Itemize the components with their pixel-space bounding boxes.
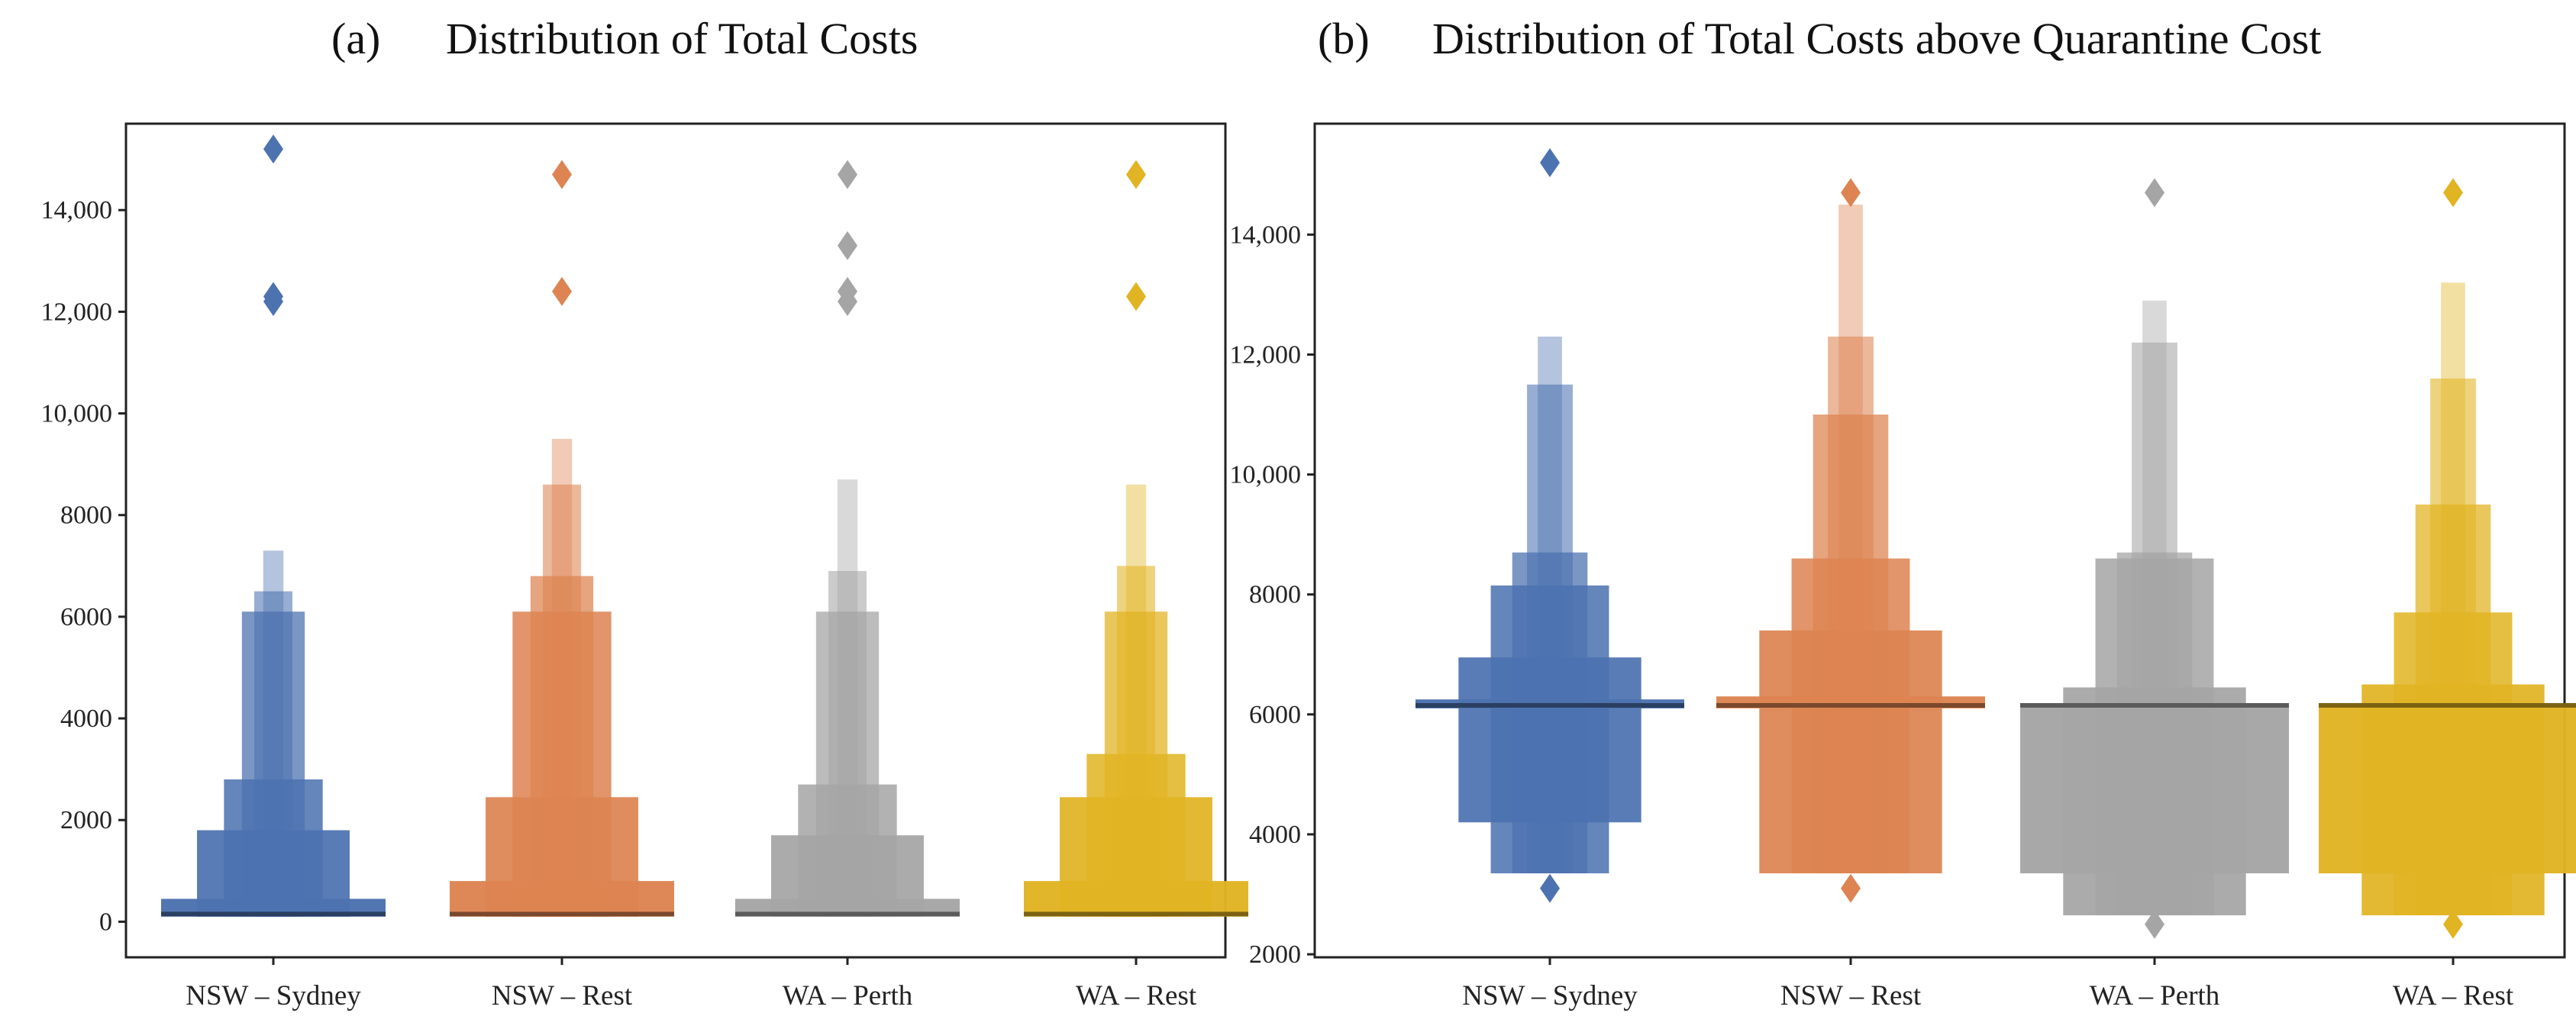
outlier-point <box>838 231 857 260</box>
x-tick-label: WA – Perth <box>783 980 913 1011</box>
panel-b-label: (b) <box>1318 14 1370 63</box>
outlier-point <box>1540 148 1560 178</box>
boxen-box <box>1024 881 1248 917</box>
panel-a-plot-frame <box>124 122 1227 959</box>
outlier-point <box>1540 873 1560 903</box>
panel-a-title: Distribution of Total Costs <box>446 14 918 63</box>
outlier-point <box>838 160 857 189</box>
y-tick-label: 8000 <box>60 502 112 530</box>
y-tick-label: 14,000 <box>41 196 113 224</box>
y-tick-label: 14,000 <box>1230 221 1302 249</box>
panel-b-marks <box>1416 148 2576 939</box>
x-tick-label: WA – Rest <box>1076 980 1197 1011</box>
outlier-point <box>2145 909 2164 939</box>
panel-a: (a) Distribution of Total Costs 0 2000 400… <box>41 14 1248 1011</box>
outlier-point <box>1841 873 1861 903</box>
y-tick-label: 2000 <box>60 806 112 834</box>
panel-a-marks <box>161 134 1248 917</box>
panel-b-y-axis: 2000 4000 6000 8000 10,000 12,000 14,000 <box>1230 221 1315 969</box>
boxen-box <box>1458 657 1641 823</box>
outlier-point <box>552 160 572 189</box>
outlier-point <box>263 134 283 164</box>
y-tick-label: 4000 <box>60 705 112 733</box>
series-1 <box>161 134 386 917</box>
y-tick-label: 8000 <box>1249 581 1301 609</box>
outlier-point <box>2145 178 2164 208</box>
boxen-box <box>450 881 674 917</box>
outlier-point <box>263 282 283 311</box>
x-tick-label: NSW – Rest <box>492 980 633 1011</box>
y-tick-label: 4000 <box>1249 821 1301 849</box>
x-tick-label: NSW – Rest <box>1780 980 1922 1011</box>
series-3 <box>2020 178 2289 939</box>
x-tick-label: WA – Perth <box>2090 980 2220 1011</box>
outlier-point <box>1841 178 1861 208</box>
panel-a-label: (a) <box>331 14 380 63</box>
x-tick-label: WA – Rest <box>2393 980 2514 1011</box>
boxen-box <box>2020 705 2289 874</box>
outlier-point <box>552 276 572 306</box>
y-tick-label: 12,000 <box>41 298 113 326</box>
outlier-point <box>1126 282 1146 311</box>
panel-a-x-axis: NSW – Sydney NSW – Rest WA – Perth WA – Res… <box>186 957 1197 1011</box>
outlier-point <box>838 276 857 306</box>
y-tick-label: 10,000 <box>41 400 113 428</box>
panel-b-x-axis: NSW – Sydney NSW – Rest WA – Perth WA – Res… <box>1462 957 2514 1011</box>
panel-b-title: Distribution of Total Costs above Quaran… <box>1432 14 2321 63</box>
panel-a-y-axis: 0 2000 4000 6000 8000 10,000 12,000 14,000 <box>41 196 126 936</box>
y-tick-label: 0 <box>99 908 112 936</box>
series-1 <box>1416 148 1684 903</box>
x-tick-label: NSW – Sydney <box>186 980 361 1011</box>
panel-b: (b) Distribution of Total Costs above Qu… <box>1230 14 2576 1011</box>
series-2 <box>450 160 674 917</box>
series-3 <box>735 160 960 917</box>
y-tick-label: 6000 <box>60 603 112 631</box>
series-4 <box>1024 160 1248 917</box>
series-2 <box>1716 178 1985 903</box>
panel-b-plot-frame <box>1313 122 2566 959</box>
y-tick-label: 10,000 <box>1230 461 1302 489</box>
x-tick-label: NSW – Sydney <box>1462 980 1638 1011</box>
y-tick-label: 2000 <box>1249 940 1301 969</box>
outlier-point <box>1126 160 1146 189</box>
series-4 <box>2319 178 2576 939</box>
outlier-point <box>2443 909 2463 939</box>
y-tick-label: 6000 <box>1249 701 1301 729</box>
y-tick-label: 12,000 <box>1230 340 1302 369</box>
boxen-box <box>2319 705 2576 874</box>
outlier-point <box>2443 178 2463 208</box>
boxen-box <box>1759 630 1942 874</box>
